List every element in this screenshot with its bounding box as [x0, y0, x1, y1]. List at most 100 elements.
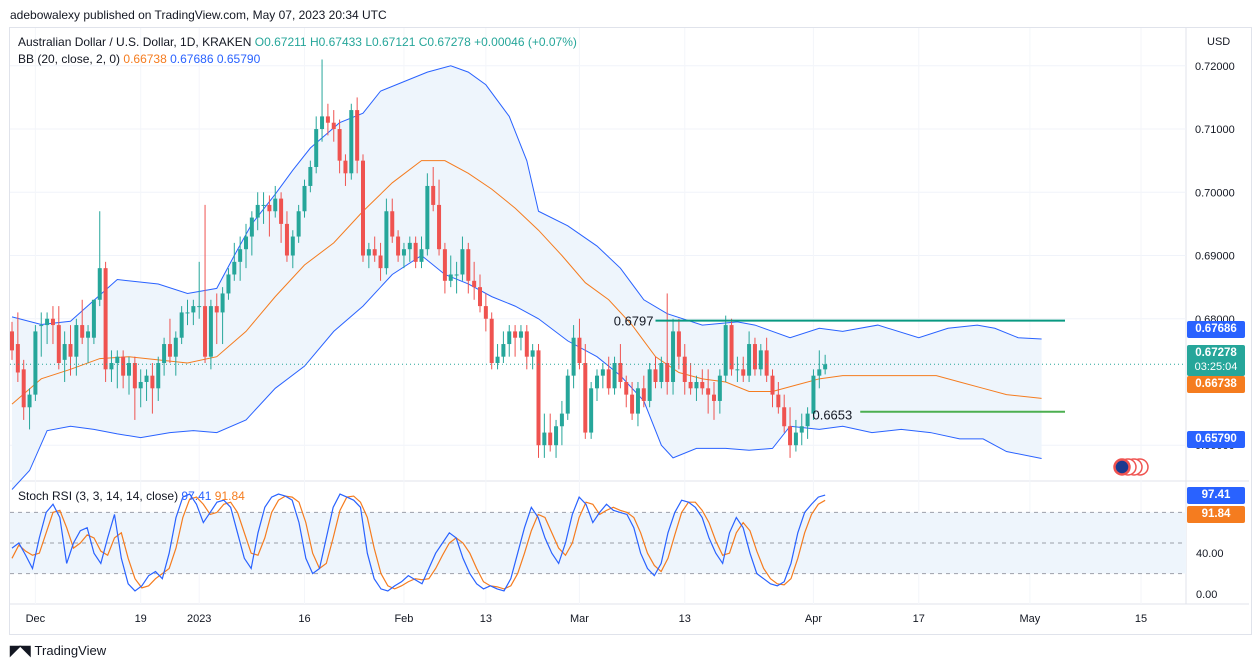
candle-body: [349, 110, 354, 174]
support-label: 0.6653: [812, 408, 852, 423]
stoch-legend: Stoch RSI (3, 3, 14, 14, close) 97.41 91…: [18, 489, 245, 503]
price-tick-label: 0.70000: [1195, 187, 1235, 199]
candle-body: [208, 306, 213, 357]
candle-body: [782, 407, 787, 427]
candle-body: [729, 325, 734, 370]
candle-body: [238, 249, 243, 262]
candle-body: [618, 363, 623, 382]
candle-body: [173, 337, 178, 357]
candle-body: [665, 363, 670, 382]
candle-body: [741, 369, 746, 376]
candle-body: [331, 122, 336, 130]
candle-body: [50, 318, 55, 326]
tradingview-logo[interactable]: ◤◥ TradingView: [10, 642, 106, 659]
candle-body: [442, 249, 447, 281]
bollinger-upper-line: [11, 65, 1042, 340]
candle-body: [62, 344, 67, 360]
candle-body: [554, 426, 559, 446]
candle-body: [823, 364, 828, 370]
bollinger-band-layer: [11, 65, 1042, 490]
candle-body: [700, 381, 705, 389]
candle-body: [460, 249, 465, 275]
bollinger-basis-line: [11, 160, 1042, 405]
candle-body: [811, 375, 816, 414]
candle-body: [682, 356, 687, 382]
candle-body: [273, 198, 278, 212]
candle-body: [302, 185, 307, 212]
candle-body: [735, 369, 740, 371]
candle-body: [355, 110, 360, 161]
publisher-attribution: adebowalexy published on TradingView.com…: [10, 8, 387, 22]
candle-body: [653, 369, 658, 382]
candle-body: [671, 331, 676, 382]
candle-body: [483, 306, 488, 319]
candle-body: [109, 363, 114, 370]
candle-body: [121, 356, 126, 376]
candle-body: [162, 344, 167, 364]
chart-frame: [9, 27, 1252, 635]
candle-body: [80, 325, 85, 338]
candle-body: [723, 325, 728, 376]
candle-body: [425, 185, 430, 250]
candle-body: [770, 375, 775, 395]
candle-body: [10, 331, 14, 351]
candle-body: [612, 363, 617, 389]
stoch-rsi-layer: [10, 493, 1186, 592]
candle-body: [167, 344, 172, 357]
candle-body: [220, 293, 225, 313]
candle-body: [97, 268, 102, 300]
candle-body: [284, 223, 289, 256]
candle-body: [817, 369, 822, 376]
candle-body: [33, 331, 38, 395]
candle-body: [624, 381, 629, 395]
candle-body: [559, 413, 564, 427]
stoch-k-line: [11, 493, 826, 592]
open-value: O0.67211: [254, 35, 307, 49]
candle-body: [156, 363, 161, 389]
candle-body: [659, 363, 664, 382]
candle-body: [197, 306, 202, 308]
candle-body: [413, 242, 418, 262]
candle-body: [138, 381, 143, 389]
stoch-label: Stoch RSI (3, 3, 14, 14, close): [18, 489, 179, 503]
candle-body: [641, 388, 646, 401]
basis-tag: 0.66738: [1187, 376, 1245, 393]
candle-body: [630, 394, 635, 414]
candle-body: [244, 236, 248, 250]
bollinger-lower-line: [11, 254, 1042, 490]
candle-body: [478, 287, 482, 307]
candle-body: [401, 249, 406, 256]
time-tick-label: 19: [135, 613, 147, 625]
candle-body: [530, 350, 535, 357]
bb-lower-value: 0.65790: [216, 52, 261, 66]
time-tick-label: 2023: [187, 613, 211, 625]
candle-body: [320, 116, 325, 130]
candle-body: [39, 325, 44, 327]
candle-body: [501, 344, 506, 357]
candle-body: [431, 185, 436, 205]
candle-body: [372, 249, 377, 256]
bollinger-fill: [12, 65, 1042, 490]
candle-body: [448, 274, 453, 281]
low-value: L0.67121: [365, 35, 416, 49]
candle-body: [472, 280, 477, 288]
candle-body: [127, 363, 131, 376]
candle-body: [647, 369, 652, 401]
change-value: +0.00046 (+0.07%): [474, 35, 577, 49]
stoch-k-tag: 97.41: [1187, 487, 1245, 504]
candle-body: [308, 166, 313, 186]
bb-label: BB (20, close, 2, 0): [18, 52, 121, 66]
resistance-label: 0.6797: [614, 314, 654, 329]
candle-body: [226, 274, 231, 294]
candle-body: [571, 337, 576, 376]
candle-body: [589, 388, 594, 433]
price-tick-label: 0.72000: [1195, 61, 1235, 73]
bb-basis-value: 0.66738: [123, 52, 167, 66]
main-legend: Australian Dollar / U.S. Dollar, 1D, KRA…: [18, 35, 577, 49]
candle-body: [390, 211, 395, 237]
candle-countdown: 03:25:04: [1194, 361, 1238, 373]
au-flag-icon: [1114, 459, 1130, 475]
candle-body: [86, 331, 91, 338]
candle-body: [706, 388, 711, 395]
